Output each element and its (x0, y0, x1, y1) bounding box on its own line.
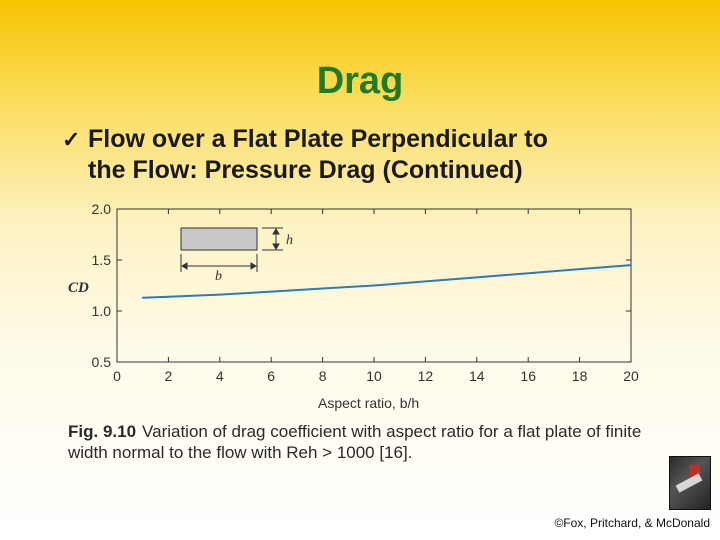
x-tick-label: 2 (165, 368, 173, 384)
curve-point (167, 295, 170, 298)
x-tick-label: 4 (216, 368, 224, 384)
x-tick-label: 6 (267, 368, 275, 384)
width-dimension-icon (180, 254, 258, 272)
curve-point (527, 272, 530, 275)
curve-point (218, 293, 221, 296)
plate-sketch (180, 227, 258, 251)
caption-text: Variation of drag coefficient with aspec… (68, 422, 642, 462)
figure-caption: Fig. 9.10 Variation of drag coefficient w… (68, 421, 668, 463)
x-tick-label: 14 (469, 368, 485, 384)
book-cover-image (669, 456, 711, 510)
y-tick-label: 1.0 (92, 303, 112, 319)
width-label: b (215, 269, 222, 284)
tick-marks (116, 208, 632, 363)
bullet-line-2: the Flow: Pressure Drag (Continued) (88, 156, 523, 184)
book-cover-stripe (675, 473, 703, 493)
y-tick-label: 2.0 (92, 201, 112, 217)
y-tick-label: 0.5 (92, 354, 112, 370)
x-tick-label: 12 (418, 368, 434, 384)
figure-number: Fig. 9.10 (68, 422, 137, 441)
checkmark-icon: ✓ (62, 127, 81, 152)
height-label: h (286, 233, 293, 248)
bullet-line-1: Flow over a Flat Plate Perpendicular to (88, 125, 548, 153)
slide-title: Drag (316, 60, 404, 102)
x-tick-label: 10 (366, 368, 382, 384)
x-axis-label: Aspect ratio, b/h (318, 395, 419, 411)
x-tick-label: 16 (520, 368, 536, 384)
curve-point (475, 276, 478, 279)
height-dimension-icon (262, 227, 283, 251)
tick-labels: 0 2 4 6 8 10 12 14 16 18 20 0.5 1.0 1.5 2.0 (92, 201, 639, 384)
curve-point (630, 264, 632, 266)
x-tick-label: 8 (319, 368, 327, 384)
curve-point (141, 296, 144, 299)
bullet-point: ✓ Flow over a Flat Plate Perpendicular t… (62, 124, 702, 186)
book-cover-accent (690, 465, 700, 481)
curve-layer (141, 264, 632, 299)
copyright-notice: ©Fox, Pritchard, & McDonald (554, 516, 710, 530)
curve-point (424, 280, 427, 283)
x-tick-label: 18 (572, 368, 588, 384)
y-axis-label: CD (68, 280, 89, 296)
curve-point (373, 284, 375, 287)
curve-point (270, 290, 273, 293)
x-tick-label: 0 (113, 368, 121, 384)
curve-point (578, 268, 581, 271)
y-tick-label: 1.5 (92, 252, 112, 268)
x-tick-label: 20 (623, 368, 639, 384)
curve-point (321, 287, 324, 290)
